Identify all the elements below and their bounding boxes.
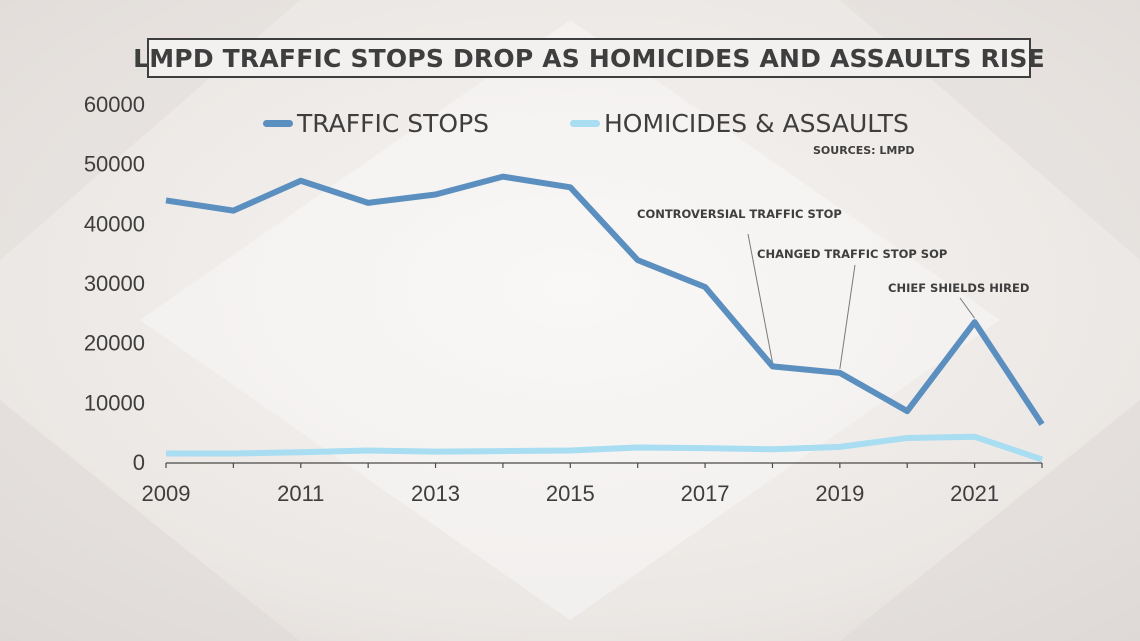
annotation-leaders: [747, 233, 976, 369]
series-lines: [165, 173, 1045, 463]
chart-title: LMPD TRAFFIC STOPS DROP AS HOMICIDES AND…: [133, 43, 1045, 73]
y-tick-label: 20000: [84, 331, 145, 356]
annotation-controversial-traffic-stop: CONTROVERSIAL TRAFFIC STOP: [637, 207, 842, 221]
series-line-homicides-assaults: [166, 433, 1043, 463]
legend-item-traffic-stops: TRAFFIC STOPS: [263, 109, 489, 138]
x-tick-label: 2009: [142, 481, 191, 506]
series-line-traffic-stops: [165, 173, 1045, 426]
annotation-leader-line: [839, 264, 856, 369]
legend-label-traffic-stops: TRAFFIC STOPS: [297, 109, 490, 138]
annotation-chief-shields-hired: CHIEF SHIELDS HIRED: [888, 281, 1030, 295]
x-tick-label: 2019: [815, 481, 864, 506]
y-axis-ticks: 0 10000 20000 30000 40000 50000 60000: [84, 92, 145, 475]
y-tick-label: 60000: [84, 92, 145, 117]
legend-swatch-homicides-assaults: [570, 120, 600, 127]
legend-item-homicides-assaults: HOMICIDES & ASSAULTS: [570, 109, 909, 138]
legend-label-homicides-assaults: HOMICIDES & ASSAULTS: [604, 109, 909, 138]
x-axis-ticks: 2009 2011 2013 2015 2017 2019 2021: [142, 463, 1043, 506]
legend-swatch-traffic-stops: [263, 120, 293, 127]
y-tick-label: 50000: [84, 152, 145, 177]
x-tick-label: 2013: [411, 481, 460, 506]
annotation-changed-traffic-stop-sop: CHANGED TRAFFIC STOP SOP: [757, 247, 948, 261]
y-tick-label: 10000: [84, 390, 145, 415]
y-tick-label: 0: [133, 450, 145, 475]
chart-title-box: LMPD TRAFFIC STOPS DROP AS HOMICIDES AND…: [133, 38, 1045, 78]
y-tick-label: 40000: [84, 211, 145, 236]
x-tick-label: 2021: [950, 481, 999, 506]
annotation-leader-line: [959, 297, 976, 319]
source-note: SOURCES: LMPD: [813, 144, 915, 157]
x-tick-label: 2011: [277, 481, 324, 506]
x-tick-label: 2017: [681, 481, 730, 506]
y-tick-label: 30000: [84, 271, 145, 296]
annotation-leader-line: [747, 233, 773, 363]
x-tick-label: 2015: [546, 481, 595, 506]
